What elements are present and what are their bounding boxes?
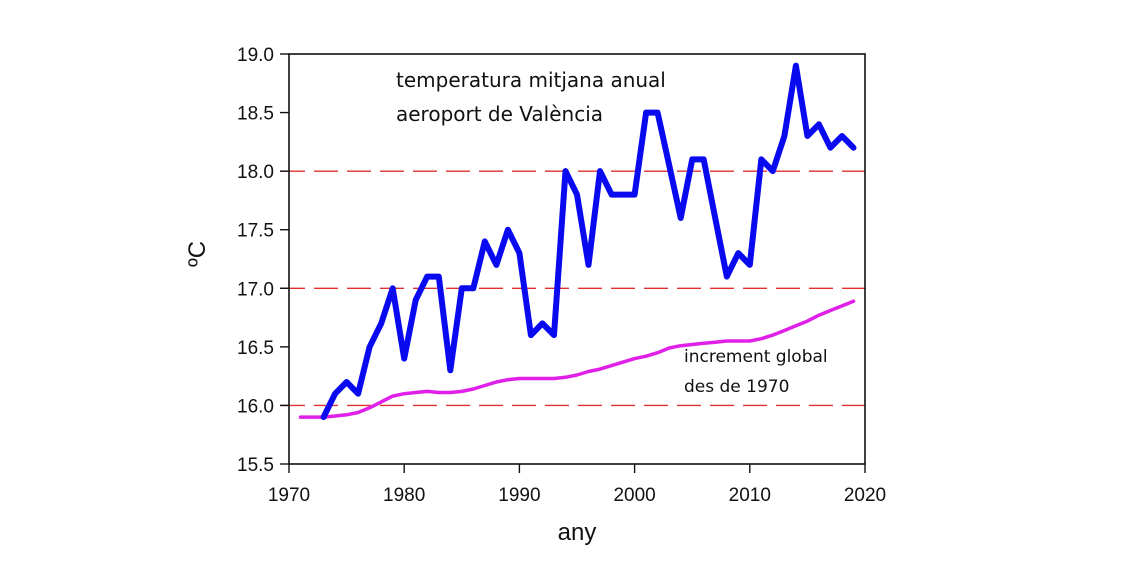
y-tick-label: 17.0 — [237, 279, 274, 300]
x-axis: 1970 1980 1990 2000 2010 2020 — [268, 464, 886, 506]
y-tick-label: 16.0 — [237, 396, 274, 417]
y-tick-label: 15.5 — [237, 455, 274, 476]
plot-frame — [288, 53, 866, 465]
y-tick-label: 17.5 — [237, 221, 274, 242]
annotation-global-line-2: des de 1970 — [684, 377, 789, 397]
x-tick-label: 1980 — [383, 485, 425, 506]
series-line-global — [298, 299, 856, 419]
y-tick-label: 18.0 — [237, 162, 274, 183]
y-axis: 15.5 16.0 16.5 17.0 17.5 18.0 18.5 19.0 — [237, 45, 289, 476]
y-tick-label: 18.5 — [237, 104, 274, 125]
annotation-main-line-2: aeroport de València — [396, 102, 603, 126]
x-tick-label: 1990 — [498, 485, 540, 506]
annotation-global-line-1: increment global — [684, 347, 828, 367]
x-axis-title: any — [558, 519, 597, 546]
x-tick-label: 2000 — [613, 485, 655, 506]
x-tick-label: 1970 — [268, 485, 310, 506]
y-tick-label: 16.5 — [237, 338, 274, 359]
x-tick-label: 2020 — [844, 485, 886, 506]
series-line-valencia — [320, 62, 857, 421]
x-tick-label: 2010 — [729, 485, 771, 506]
series-layer — [298, 62, 857, 421]
y-tick-label: 19.0 — [237, 45, 274, 66]
y-axis-title: ºC — [184, 241, 211, 267]
annotation-main-line-1: temperatura mitjana anual — [396, 68, 666, 92]
